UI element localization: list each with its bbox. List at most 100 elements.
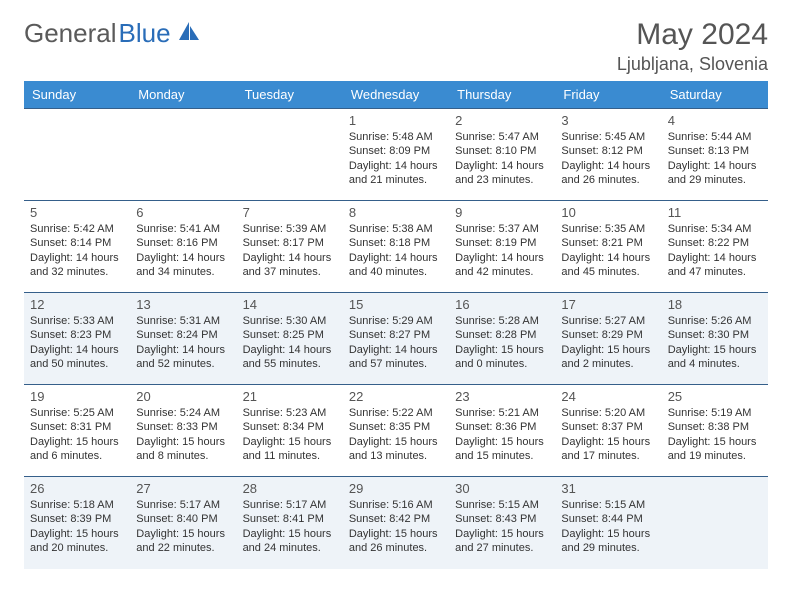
- calendar-day-cell: 1Sunrise: 5:48 AMSunset: 8:09 PMDaylight…: [343, 109, 449, 201]
- logo: GeneralBlue: [24, 18, 201, 49]
- calendar-day-cell: 28 Sunrise: 5:17 AMSunset: 8:41 PMDayligh…: [237, 477, 343, 569]
- calendar-week-row: 1Sunrise: 5:48 AMSunset: 8:09 PMDaylight…: [24, 109, 768, 201]
- day-details: Sunrise: 5:30 AMSunset: 8:25 PMDaylight:…: [243, 314, 337, 371]
- calendar-day-cell: 2Sunrise: 5:47 AMSunset: 8:10 PMDaylight…: [449, 109, 555, 201]
- calendar-week-row: 12Sunrise: 5:33 AMSunset: 8:23 PMDayligh…: [24, 293, 768, 385]
- calendar-day-cell: 10Sunrise: 5:35 AMSunset: 8:21 PMDayligh…: [555, 201, 661, 293]
- day-details: Sunrise: 5:44 AMSunset: 8:13 PMDaylight:…: [668, 130, 762, 187]
- calendar-day-cell: 16Sunrise: 5:28 AMSunset: 8:28 PMDayligh…: [449, 293, 555, 385]
- logo-text-1: General: [24, 18, 117, 49]
- day-details: Sunrise: 5:15 AMSunset: 8:44 PMDaylight:…: [561, 498, 655, 555]
- day-number: 8: [349, 205, 443, 220]
- calendar-table: Sunday Monday Tuesday Wednesday Thursday…: [24, 81, 768, 569]
- day-number: 13: [136, 297, 230, 312]
- day-details: Sunrise: 5:21 AMSunset: 8:36 PMDaylight:…: [455, 406, 549, 463]
- calendar-day-cell: 8 Sunrise: 5:38 AMSunset: 8:18 PMDaylight…: [343, 201, 449, 293]
- calendar-day-cell: 17Sunrise: 5:27 AMSunset: 8:29 PMDayligh…: [555, 293, 661, 385]
- calendar-day-cell: [237, 109, 343, 201]
- calendar-day-cell: 27Sunrise: 5:17 AMSunset: 8:40 PMDayligh…: [130, 477, 236, 569]
- day-number: 4: [668, 113, 762, 128]
- weekday-header: Tuesday: [237, 81, 343, 109]
- day-number: 15: [349, 297, 443, 312]
- day-number: 6: [136, 205, 230, 220]
- day-details: Sunrise: 5:24 AMSunset: 8:33 PMDaylight:…: [136, 406, 230, 463]
- logo-text-2: Blue: [119, 18, 171, 49]
- calendar-body: 1Sunrise: 5:48 AMSunset: 8:09 PMDaylight…: [24, 109, 768, 569]
- calendar-day-cell: [662, 477, 768, 569]
- day-number: 21: [243, 389, 337, 404]
- calendar-day-cell: 30 Sunrise: 5:15 AMSunset: 8:43 PMDayligh…: [449, 477, 555, 569]
- day-number: 22: [349, 389, 443, 404]
- calendar-day-cell: 19 Sunrise: 5:25 AMSunset: 8:31 PMDayligh…: [24, 385, 130, 477]
- calendar-week-row: 19 Sunrise: 5:25 AMSunset: 8:31 PMDayligh…: [24, 385, 768, 477]
- calendar-day-cell: 31 Sunrise: 5:15 AMSunset: 8:44 PMDayligh…: [555, 477, 661, 569]
- day-number: 7: [243, 205, 337, 220]
- day-number: 17: [561, 297, 655, 312]
- calendar-day-cell: 11Sunrise: 5:34 AMSunset: 8:22 PMDayligh…: [662, 201, 768, 293]
- day-details: Sunrise: 5:16 AMSunset: 8:42 PMDaylight:…: [349, 498, 443, 555]
- day-number: 5: [30, 205, 124, 220]
- day-details: Sunrise: 5:38 AMSunset: 8:18 PMDaylight:…: [349, 222, 443, 279]
- day-details: Sunrise: 5:47 AMSunset: 8:10 PMDaylight:…: [455, 130, 549, 187]
- day-number: 28: [243, 481, 337, 496]
- calendar-day-cell: 18 Sunrise: 5:26 AMSunset: 8:30 PMDayligh…: [662, 293, 768, 385]
- calendar-day-cell: 23 Sunrise: 5:21 AMSunset: 8:36 PMDayligh…: [449, 385, 555, 477]
- day-details: Sunrise: 5:23 AMSunset: 8:34 PMDaylight:…: [243, 406, 337, 463]
- day-number: 19: [30, 389, 124, 404]
- month-title: May 2024: [617, 18, 768, 52]
- day-number: 18: [668, 297, 762, 312]
- day-number: 24: [561, 389, 655, 404]
- calendar-header-row: Sunday Monday Tuesday Wednesday Thursday…: [24, 81, 768, 109]
- day-number: 27: [136, 481, 230, 496]
- day-details: Sunrise: 5:19 AMSunset: 8:38 PMDaylight:…: [668, 406, 762, 463]
- day-details: Sunrise: 5:20 AMSunset: 8:37 PMDaylight:…: [561, 406, 655, 463]
- day-details: Sunrise: 5:31 AMSunset: 8:24 PMDaylight:…: [136, 314, 230, 371]
- calendar-day-cell: 14 Sunrise: 5:30 AMSunset: 8:25 PMDayligh…: [237, 293, 343, 385]
- location: Ljubljana, Slovenia: [617, 54, 768, 75]
- calendar-day-cell: 13 Sunrise: 5:31 AMSunset: 8:24 PMDayligh…: [130, 293, 236, 385]
- day-number: 31: [561, 481, 655, 496]
- calendar-day-cell: 26Sunrise: 5:18 AMSunset: 8:39 PMDayligh…: [24, 477, 130, 569]
- calendar-day-cell: 5 Sunrise: 5:42 AMSunset: 8:14 PMDaylight…: [24, 201, 130, 293]
- weekday-header: Thursday: [449, 81, 555, 109]
- calendar-day-cell: 3 Sunrise: 5:45 AMSunset: 8:12 PMDaylight…: [555, 109, 661, 201]
- weekday-header: Sunday: [24, 81, 130, 109]
- day-number: 14: [243, 297, 337, 312]
- calendar-day-cell: [130, 109, 236, 201]
- day-number: 3: [561, 113, 655, 128]
- day-details: Sunrise: 5:26 AMSunset: 8:30 PMDaylight:…: [668, 314, 762, 371]
- day-details: Sunrise: 5:15 AMSunset: 8:43 PMDaylight:…: [455, 498, 549, 555]
- calendar-day-cell: 4 Sunrise: 5:44 AMSunset: 8:13 PMDaylight…: [662, 109, 768, 201]
- day-number: 16: [455, 297, 549, 312]
- day-details: Sunrise: 5:22 AMSunset: 8:35 PMDaylight:…: [349, 406, 443, 463]
- header: GeneralBlue May 2024 Ljubljana, Slovenia: [24, 18, 768, 75]
- calendar-day-cell: 7Sunrise: 5:39 AMSunset: 8:17 PMDaylight…: [237, 201, 343, 293]
- calendar-day-cell: 22 Sunrise: 5:22 AMSunset: 8:35 PMDayligh…: [343, 385, 449, 477]
- day-number: 30: [455, 481, 549, 496]
- day-details: Sunrise: 5:17 AMSunset: 8:41 PMDaylight:…: [243, 498, 337, 555]
- calendar-page: GeneralBlue May 2024 Ljubljana, Slovenia…: [0, 0, 792, 587]
- day-details: Sunrise: 5:18 AMSunset: 8:39 PMDaylight:…: [30, 498, 124, 555]
- calendar-day-cell: 12Sunrise: 5:33 AMSunset: 8:23 PMDayligh…: [24, 293, 130, 385]
- calendar-day-cell: 20 Sunrise: 5:24 AMSunset: 8:33 PMDayligh…: [130, 385, 236, 477]
- day-details: Sunrise: 5:41 AMSunset: 8:16 PMDaylight:…: [136, 222, 230, 279]
- day-number: 23: [455, 389, 549, 404]
- day-details: Sunrise: 5:25 AMSunset: 8:31 PMDaylight:…: [30, 406, 124, 463]
- day-details: Sunrise: 5:45 AMSunset: 8:12 PMDaylight:…: [561, 130, 655, 187]
- calendar-day-cell: 29Sunrise: 5:16 AMSunset: 8:42 PMDayligh…: [343, 477, 449, 569]
- calendar-day-cell: 21 Sunrise: 5:23 AMSunset: 8:34 PMDayligh…: [237, 385, 343, 477]
- calendar-day-cell: [24, 109, 130, 201]
- day-number: 9: [455, 205, 549, 220]
- weekday-header: Monday: [130, 81, 236, 109]
- calendar-day-cell: 24 Sunrise: 5:20 AMSunset: 8:37 PMDayligh…: [555, 385, 661, 477]
- calendar-week-row: 5 Sunrise: 5:42 AMSunset: 8:14 PMDaylight…: [24, 201, 768, 293]
- weekday-header: Wednesday: [343, 81, 449, 109]
- day-details: Sunrise: 5:42 AMSunset: 8:14 PMDaylight:…: [30, 222, 124, 279]
- day-number: 20: [136, 389, 230, 404]
- day-details: Sunrise: 5:35 AMSunset: 8:21 PMDaylight:…: [561, 222, 655, 279]
- calendar-day-cell: 9Sunrise: 5:37 AMSunset: 8:19 PMDaylight…: [449, 201, 555, 293]
- weekday-header: Saturday: [662, 81, 768, 109]
- title-block: May 2024 Ljubljana, Slovenia: [617, 18, 768, 75]
- day-details: Sunrise: 5:33 AMSunset: 8:23 PMDaylight:…: [30, 314, 124, 371]
- day-details: Sunrise: 5:34 AMSunset: 8:22 PMDaylight:…: [668, 222, 762, 279]
